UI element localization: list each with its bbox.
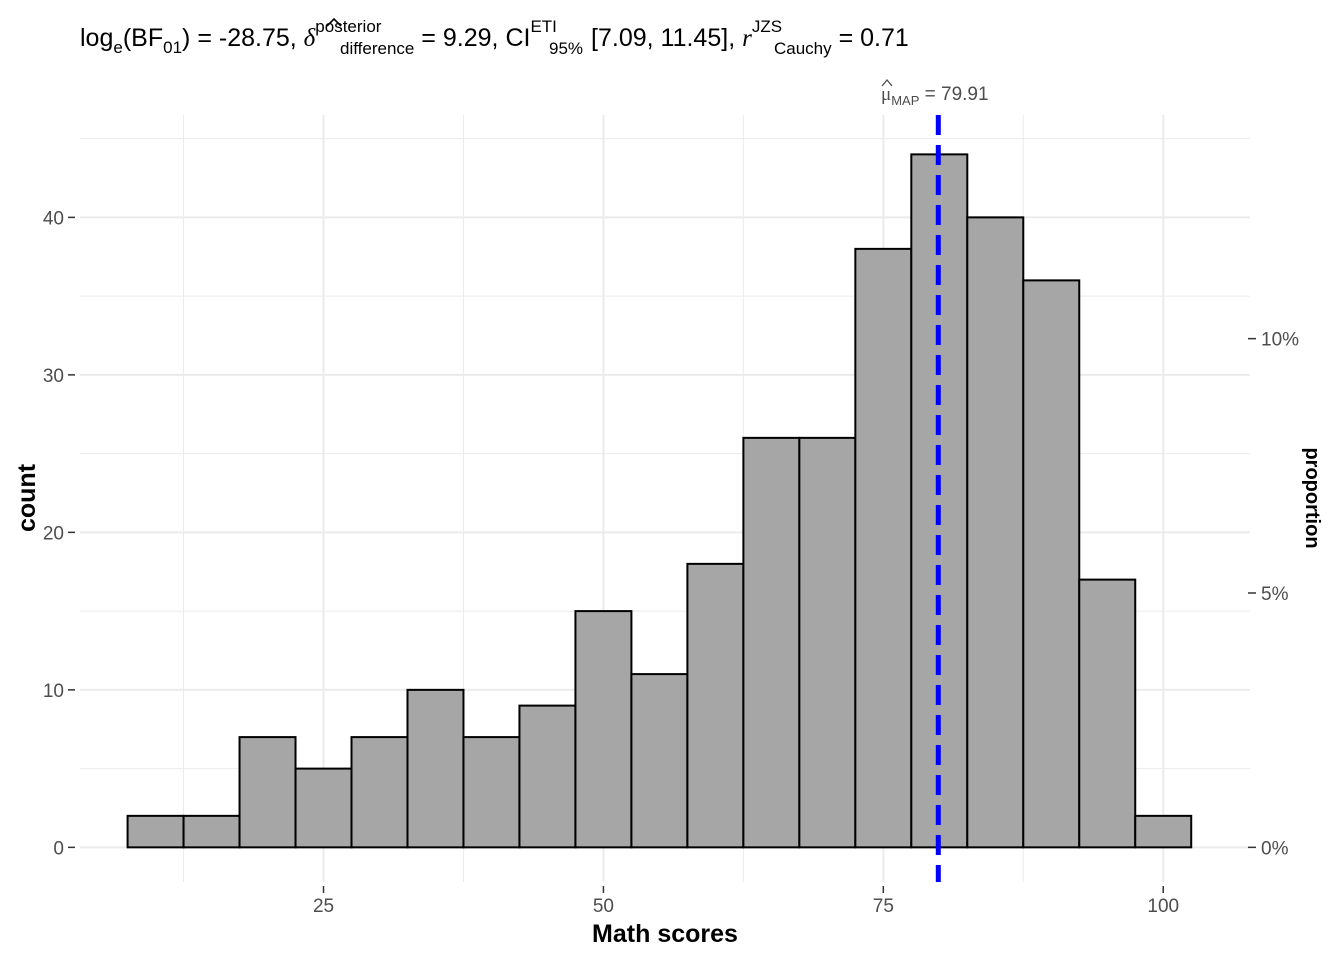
y2-tick-label-0: 0% [1261, 838, 1289, 859]
bars-layer [126, 153, 1193, 849]
x-tick-label-3: 100 [1147, 896, 1179, 917]
y2-tick-label-2: 10% [1261, 330, 1299, 351]
title-ci-sup: ETI [530, 17, 556, 36]
histogram-bar-9 [630, 673, 689, 849]
chart-title: loge(BF01) = -28.75, δposterior differenc… [80, 17, 909, 58]
title-ci-sub: 95% [549, 39, 583, 58]
title-bf-arg: BF [131, 24, 163, 52]
y-tick-label-0: 0 [53, 838, 64, 859]
title-delta-value: 9.29 [443, 24, 492, 52]
histogram-bar-11 [742, 436, 801, 849]
axes-layer: 0 10 20 30 40 25 50 75 100 0% 5% 10% [43, 208, 1299, 917]
histogram-bar-4 [350, 736, 409, 849]
histogram-bar-5 [406, 688, 465, 849]
histogram-bar-2 [238, 736, 297, 849]
y2-axis-title: proportion [1301, 447, 1323, 548]
title-sep-3: , [728, 24, 742, 52]
x-tick-label-2: 75 [873, 896, 894, 917]
title-bf-arg-sub: 01 [163, 38, 182, 57]
histogram-bar-7 [518, 704, 577, 849]
histogram-bar-8 [574, 610, 633, 849]
x-tick-label-0: 25 [313, 896, 334, 917]
title-bf-close: ) = [182, 24, 219, 52]
y-tick-label-1: 10 [43, 681, 64, 702]
map-annotation-label: μMAP = 79.91 [881, 84, 989, 108]
histogram-bar-13 [854, 247, 913, 849]
y-axis-title: count [13, 463, 41, 532]
histogram-bar-16 [1022, 279, 1081, 849]
y-tick-label-4: 40 [43, 208, 64, 229]
title-r-sup: JZS [752, 17, 782, 36]
map-value: 79.91 [941, 84, 989, 105]
title-delta-sub: difference [340, 39, 414, 58]
title-bf-value: -28.75 [219, 24, 290, 52]
map-mu-symbol: μ [881, 84, 891, 105]
histogram-bar-6 [462, 736, 521, 849]
title-r-eq: = [832, 24, 861, 52]
y2-tick-label-1: 5% [1261, 584, 1289, 605]
x-axis-title: Math scores [592, 920, 738, 948]
y-tick-label-2: 20 [43, 523, 64, 544]
title-delta-sup: posterior [315, 17, 381, 36]
title-r-sub: Cauchy [774, 39, 832, 58]
map-mu-sub: MAP [891, 93, 919, 108]
mu-hat-icon [881, 78, 893, 87]
histogram-bar-3 [294, 767, 353, 849]
title-ci-prefix: CI [505, 24, 530, 52]
title-r-symbol: r [742, 25, 752, 52]
title-delta-symbol: δ [304, 25, 316, 52]
y-tick-label-3: 30 [43, 366, 64, 387]
title-bf-open: ( [123, 24, 132, 52]
histogram-bar-15 [966, 216, 1025, 849]
title-bf-prefix: log [80, 24, 113, 52]
histogram-bar-10 [686, 562, 745, 849]
map-eq: = [919, 84, 941, 105]
title-delta-eq: = [414, 24, 443, 52]
histogram-bar-1 [182, 814, 241, 849]
x-tick-label-1: 50 [593, 896, 614, 917]
title-sep-2: , [492, 24, 506, 52]
title-ci-value: [7.09, 11.45] [591, 24, 728, 52]
histogram-bar-17 [1078, 578, 1137, 849]
histogram-bar-0 [126, 814, 185, 849]
map-annotation: μMAP = 79.91 [881, 78, 989, 108]
delta-hat-icon [326, 17, 342, 27]
title-sep-1: , [290, 24, 304, 52]
histogram-bar-14 [910, 153, 969, 849]
title-r-value: 0.71 [860, 24, 909, 52]
title-bf-sub: e [113, 38, 122, 57]
histogram-bar-12 [798, 436, 857, 849]
histogram-bar-18 [1134, 814, 1193, 849]
